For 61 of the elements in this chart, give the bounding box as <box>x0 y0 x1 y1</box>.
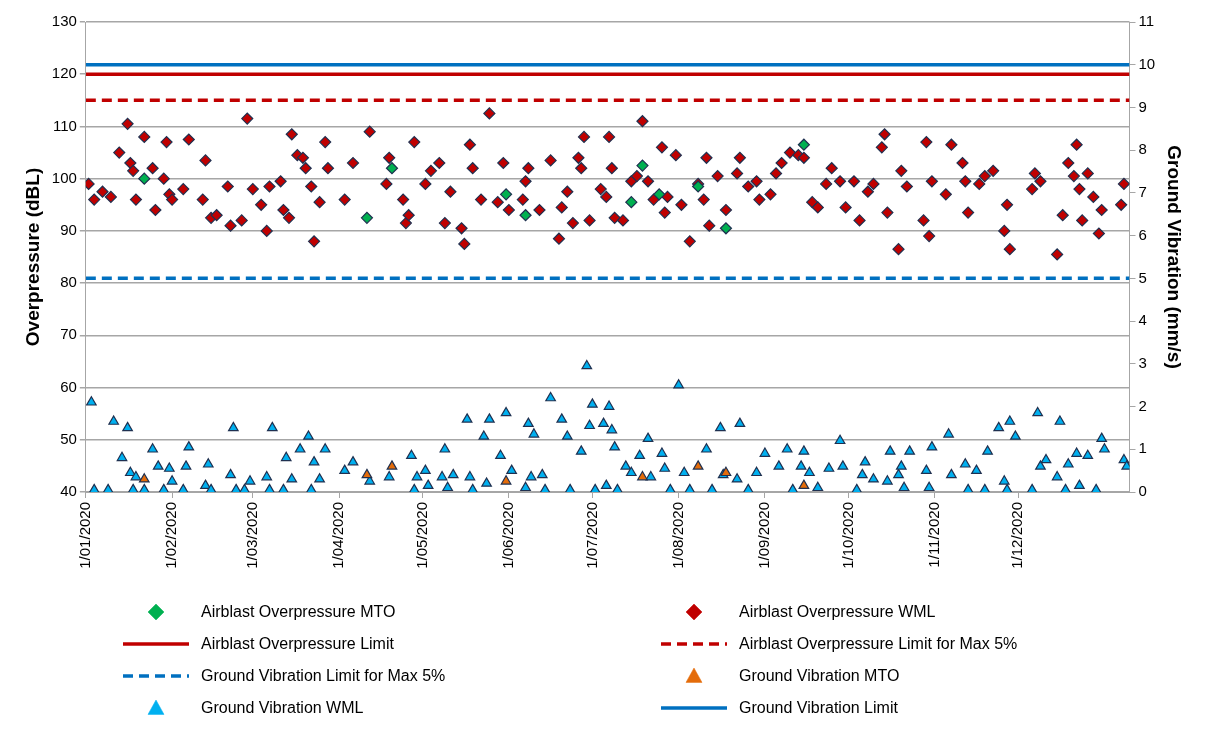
y-tick-label: 120 <box>51 64 77 82</box>
point <box>500 475 512 485</box>
point <box>519 209 532 222</box>
y2-tick-label: 2 <box>1138 396 1147 414</box>
y2-tick-label: 3 <box>1138 353 1147 371</box>
x-tick-label: 1/01/2020 <box>75 502 93 569</box>
legend-label: Airblast Overpressure Limit <box>201 635 394 653</box>
y2-tick-label: 0 <box>1138 482 1147 500</box>
y2-tick-label: 11 <box>1138 12 1155 30</box>
x-tick-label: 1/04/2020 <box>329 502 347 569</box>
point <box>138 473 150 483</box>
y2-tick-label: 9 <box>1138 97 1147 115</box>
legend-label: Ground Vibration WML <box>201 699 364 717</box>
y-tick-label: 60 <box>60 377 77 395</box>
x-tick-label: 1/09/2020 <box>755 502 773 569</box>
y-axis-title: Overpressure (dBL) <box>21 167 43 347</box>
point <box>798 479 810 489</box>
point <box>637 470 648 481</box>
y-tick-label: 130 <box>51 12 77 30</box>
y-tick-label: 80 <box>60 273 77 291</box>
legend-label: Airblast Overpressure WML <box>739 603 936 621</box>
x-tick-label: 1/03/2020 <box>242 502 260 569</box>
x-tick-label: 1/05/2020 <box>412 502 430 569</box>
point <box>719 222 733 235</box>
y-tick-label: 50 <box>60 429 77 447</box>
point <box>385 162 399 175</box>
point <box>360 211 374 224</box>
point <box>386 460 398 470</box>
point <box>625 196 638 209</box>
y2-tick-label: 5 <box>1138 268 1147 286</box>
point <box>636 159 649 172</box>
point <box>361 468 373 479</box>
legend-label: Ground Vibration Limit for Max 5% <box>201 667 446 685</box>
y2-axis-title: Ground Vibration (mm/s) <box>1164 145 1186 369</box>
y-tick-label: 100 <box>51 168 77 186</box>
x-tick-label: 1/11/2020 <box>924 502 942 568</box>
x-tick-label: 1/08/2020 <box>668 502 686 569</box>
y-tick-label: 110 <box>52 116 77 134</box>
y2-tick-label: 10 <box>1138 54 1156 72</box>
point <box>499 188 513 201</box>
x-tick-label: 1/07/2020 <box>582 502 600 569</box>
y2-tick-label: 4 <box>1138 311 1147 329</box>
legend-label: Airblast Overpressure Limit for Max 5% <box>739 635 1018 653</box>
point <box>653 188 666 201</box>
legend-label: Ground Vibration MTO <box>739 667 900 685</box>
y2-tick-label: 8 <box>1138 140 1147 158</box>
x-tick-label: 1/10/2020 <box>838 502 856 569</box>
x-tick-label: 1/06/2020 <box>499 502 517 569</box>
point <box>797 138 810 151</box>
point <box>138 172 151 185</box>
y-tick-label: 40 <box>60 482 77 500</box>
y2-tick-label: 6 <box>1138 225 1147 243</box>
legend-label: Airblast Overpressure MTO <box>201 603 396 621</box>
y-tick-label: 90 <box>60 221 77 239</box>
point <box>692 460 704 470</box>
x-tick-label: 1/02/2020 <box>162 502 180 569</box>
y2-tick-label: 1 <box>1138 439 1147 457</box>
y-tick-label: 70 <box>60 325 77 343</box>
y2-tick-label: 7 <box>1138 183 1147 201</box>
x-tick-label: 1/12/2020 <box>1008 502 1026 569</box>
legend-label: Ground Vibration Limit <box>739 699 898 717</box>
